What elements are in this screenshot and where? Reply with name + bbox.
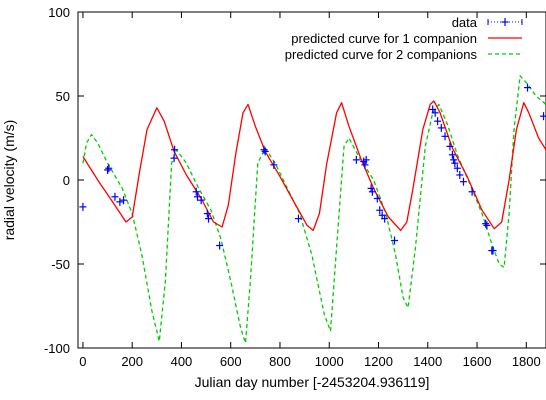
legend-label: data (452, 15, 478, 30)
y-tick-label: 50 (56, 89, 70, 104)
series-line (82, 100, 546, 232)
x-tick-label: 800 (269, 354, 291, 369)
y-tick-label: -50 (51, 257, 70, 272)
x-tick-label: 1000 (315, 354, 344, 369)
data-point (368, 187, 376, 196)
data-point (216, 241, 224, 250)
data-point (373, 194, 381, 203)
plot-frame (77, 11, 546, 349)
x-tick-label: 200 (121, 354, 143, 369)
series-solid (82, 100, 546, 232)
data-point (192, 187, 200, 196)
data-point (261, 147, 269, 156)
data-point (197, 196, 205, 205)
data-point (104, 165, 112, 174)
y-axis-label: radial velocity (m/s) (1, 120, 17, 241)
y-tick-label: 0 (63, 173, 70, 188)
x-axis-label: Julian day number [-2453204.936119] (195, 374, 430, 390)
data-point (79, 202, 87, 211)
legend-label: predicted curve for 1 companion (291, 31, 477, 46)
data-point (453, 164, 461, 173)
y-tick-label: -100 (44, 341, 70, 356)
data-point (524, 83, 532, 92)
data-point (362, 155, 370, 164)
x-tick-label: 400 (171, 354, 193, 369)
data-point (446, 142, 454, 151)
series-line (82, 75, 546, 344)
data-point (540, 112, 546, 121)
legend-label: predicted curve for 2 companions (285, 47, 478, 62)
data-point (482, 219, 490, 228)
data-point (376, 206, 384, 215)
data-point (434, 117, 442, 126)
data-point (391, 236, 399, 245)
axes: 0 200 400 600 800 1000 1200 1400 1600 1800-100-50… (44, 5, 546, 369)
data-point (450, 155, 458, 164)
data-point (431, 108, 439, 117)
x-tick-label: 1800 (512, 354, 541, 369)
data-point (203, 209, 211, 218)
x-tick-label: 1200 (364, 354, 393, 369)
series-dashed (82, 75, 546, 344)
series-points (79, 83, 546, 255)
x-tick-label: 600 (220, 354, 242, 369)
series-layer (79, 75, 546, 344)
x-tick-label: 0 (79, 354, 86, 369)
data-point (456, 170, 464, 179)
data-point (381, 214, 389, 223)
data-point (352, 155, 360, 164)
data-point (111, 192, 119, 201)
data-point (260, 145, 268, 154)
x-tick-label: 1600 (463, 354, 492, 369)
data-point (270, 160, 278, 169)
data-point (489, 246, 497, 255)
data-point (205, 214, 213, 223)
data-point (483, 221, 491, 230)
data-point (193, 192, 201, 201)
data-point (451, 159, 459, 168)
data-point (361, 160, 369, 169)
data-point (437, 123, 445, 132)
data-point (171, 145, 179, 154)
data-point (116, 197, 124, 206)
data-point (459, 177, 467, 186)
y-tick-label: 100 (48, 5, 70, 20)
data-point (120, 196, 128, 205)
data-point (170, 154, 178, 163)
data-point (468, 187, 476, 196)
x-tick-label: 1400 (413, 354, 442, 369)
data-point (105, 164, 113, 173)
data-point (367, 184, 375, 193)
data-point (441, 132, 449, 141)
data-point (294, 214, 302, 223)
data-point (448, 150, 456, 159)
